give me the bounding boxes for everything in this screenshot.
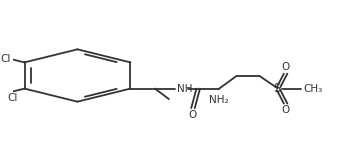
Text: O: O xyxy=(281,62,290,72)
Text: NH₂: NH₂ xyxy=(209,95,229,105)
Text: Cl: Cl xyxy=(0,54,11,64)
Text: O: O xyxy=(189,109,197,120)
Text: Cl: Cl xyxy=(7,93,17,103)
Text: O: O xyxy=(281,105,290,115)
Text: NH: NH xyxy=(176,84,192,94)
Text: CH₃: CH₃ xyxy=(303,84,322,94)
Text: S: S xyxy=(273,82,281,95)
